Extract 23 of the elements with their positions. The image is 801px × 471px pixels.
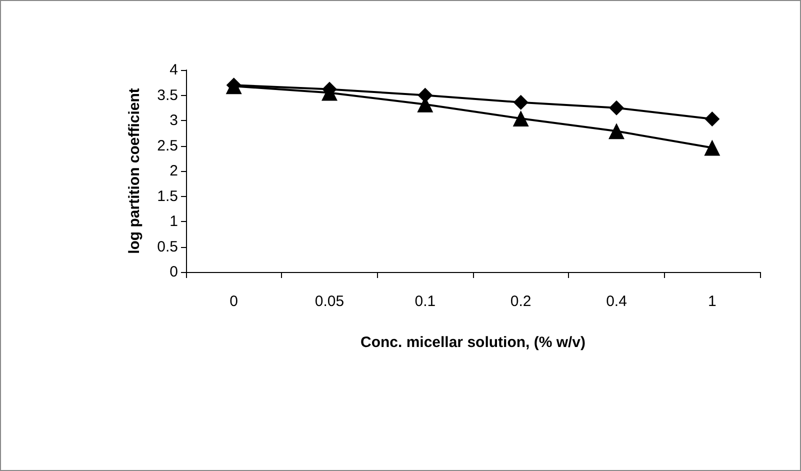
point bbox=[513, 94, 528, 110]
x-tick-label: 0 bbox=[230, 293, 238, 310]
y-tick-label: 2.5 bbox=[157, 137, 178, 154]
point bbox=[704, 140, 720, 156]
y-tick-label: 0.5 bbox=[157, 238, 178, 256]
x-tick-label: 0.05 bbox=[314, 293, 344, 310]
y-tick-label: 0 bbox=[170, 264, 178, 280]
x-tick-label: 1 bbox=[708, 293, 716, 310]
y-tick-label: 2 bbox=[170, 162, 178, 180]
point bbox=[512, 110, 529, 126]
point bbox=[609, 100, 624, 116]
y-tick-label: 3 bbox=[170, 112, 178, 129]
x-tick-label: 0.2 bbox=[510, 293, 532, 310]
x-axis-title: Conc. micellar solution, (% w/v) bbox=[360, 334, 586, 351]
y-axis-title: log partition coefficient bbox=[126, 88, 143, 254]
x-tick-label: 0.1 bbox=[414, 293, 436, 310]
point bbox=[608, 123, 624, 140]
x-tick-label: 0.4 bbox=[606, 293, 627, 310]
y-tick-label: 4 bbox=[170, 62, 178, 78]
y-tick-label: 1.5 bbox=[157, 188, 178, 205]
y-tick-label: 1 bbox=[170, 213, 178, 230]
point bbox=[704, 111, 720, 126]
y-tick-label: 3.5 bbox=[157, 86, 178, 104]
